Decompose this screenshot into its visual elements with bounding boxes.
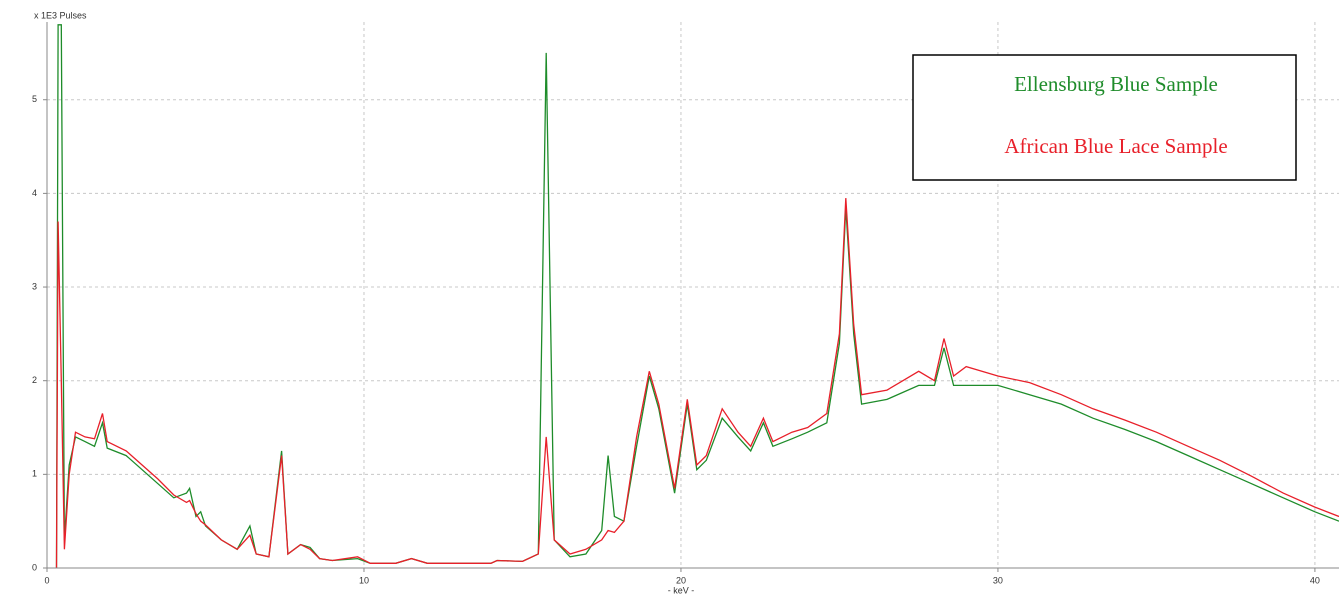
y-tick-label: 2: [32, 375, 37, 385]
legend: Ellensburg Blue Sample African Blue Lace …: [1004, 72, 1227, 158]
series-line: [55, 198, 1339, 568]
y-tick-label: 1: [32, 469, 37, 479]
x-tick-label: 30: [993, 575, 1003, 585]
legend-box: [912, 54, 1297, 181]
x-axis-label: - keV -: [668, 585, 695, 595]
x-tick-label: 20: [676, 575, 686, 585]
plot: [55, 24, 1339, 568]
legend-entry: Ellensburg Blue Sample: [1014, 72, 1218, 96]
y-tick-label: 4: [32, 188, 37, 198]
x-tick-label: 40: [1310, 575, 1320, 585]
y-tick-label: 5: [32, 94, 37, 104]
x-tick-label: 10: [359, 575, 369, 585]
y-tick-label: 0: [32, 562, 37, 572]
y-axis-label: x 1E3 Pulses: [34, 10, 87, 20]
legend-entry: African Blue Lace Sample: [1004, 134, 1227, 158]
series-line: [55, 24, 1339, 568]
y-tick-label: 3: [32, 281, 37, 291]
x-tick-label: 0: [44, 575, 49, 585]
